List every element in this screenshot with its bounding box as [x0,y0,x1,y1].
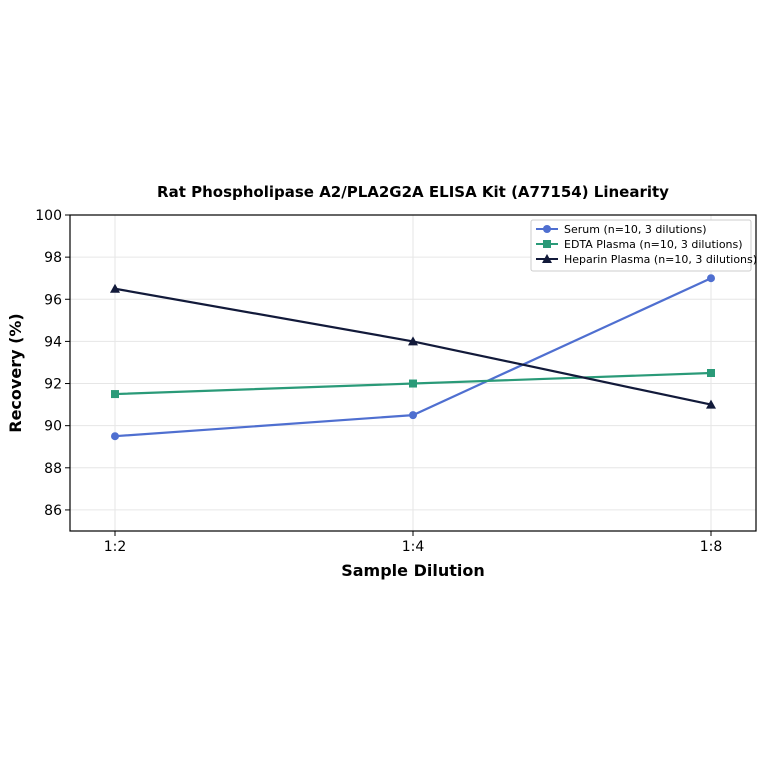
legend-item: Heparin Plasma (n=10, 3 dilutions) [536,253,757,266]
x-axis-label: Sample Dilution [341,561,485,580]
legend-item: Serum (n=10, 3 dilutions) [536,223,707,236]
data-point [110,283,120,293]
series-3 [110,283,716,409]
y-tick-label: 94 [44,334,62,350]
y-tick-label: 90 [44,419,62,435]
legend-marker [542,254,552,263]
legend-label: EDTA Plasma (n=10, 3 dilutions) [564,238,743,251]
chart-title: Rat Phospholipase A2/PLA2G2A ELISA Kit (… [157,183,669,201]
legend-box [530,219,752,272]
legend-label: Serum (n=10, 3 dilutions) [564,223,707,236]
y-axis: 86 88 90 92 94 96 98 100 [35,208,70,519]
legend-label: Heparin Plasma (n=10, 3 dilutions) [564,253,757,266]
data-point [111,432,119,441]
data-point [706,399,716,409]
y-tick-label: 86 [44,503,62,519]
y-tick-label: 100 [35,208,62,224]
y-tick-label: 92 [44,377,62,393]
x-axis: 1:2 1:4 1:8 [104,531,723,555]
data-point [111,390,119,399]
y-tick-label: 88 [44,461,62,477]
legend-marker [543,225,551,233]
x-tick-label: 1:2 [104,539,127,555]
data-point [707,274,715,283]
series-layer [110,274,716,441]
x-tick-label: 1:4 [402,539,425,555]
legend-marker [543,240,551,248]
legend: Serum (n=10, 3 dilutions) EDTA Plasma (n=… [530,219,757,272]
y-axis-label: Recovery (%) [6,313,25,432]
data-point [707,369,715,377]
series-1 [111,274,715,441]
data-point [409,379,417,388]
data-point [408,336,418,346]
x-tick-label: 1:8 [700,539,723,555]
data-point [409,411,417,420]
y-tick-label: 96 [44,292,62,308]
series-2 [111,369,715,399]
y-tick-label: 98 [44,250,62,266]
legend-item: EDTA Plasma (n=10, 3 dilutions) [536,238,743,251]
